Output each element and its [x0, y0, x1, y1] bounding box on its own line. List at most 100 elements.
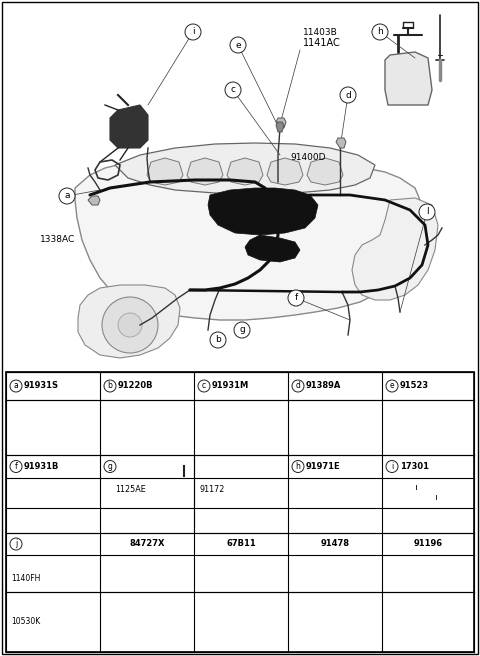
Polygon shape: [431, 499, 441, 522]
Polygon shape: [227, 158, 263, 185]
Circle shape: [198, 380, 210, 392]
Text: c: c: [230, 85, 236, 94]
Text: b: b: [215, 335, 221, 344]
Circle shape: [236, 413, 246, 422]
Polygon shape: [129, 432, 135, 445]
Text: 91389A: 91389A: [306, 382, 341, 390]
Circle shape: [331, 501, 339, 510]
Circle shape: [225, 82, 241, 98]
Circle shape: [10, 538, 22, 550]
Text: f: f: [14, 462, 17, 471]
Circle shape: [340, 87, 356, 103]
Text: e: e: [390, 382, 394, 390]
Circle shape: [141, 497, 157, 514]
Text: i: i: [391, 462, 393, 471]
Circle shape: [372, 24, 388, 40]
Text: j: j: [15, 539, 17, 548]
Text: 91971E: 91971E: [306, 462, 341, 471]
Text: 91478: 91478: [321, 539, 349, 548]
Text: 67B11: 67B11: [226, 539, 256, 548]
Circle shape: [423, 424, 433, 434]
Text: 1125AE: 1125AE: [115, 485, 146, 495]
Circle shape: [230, 37, 246, 53]
Circle shape: [386, 380, 398, 392]
Polygon shape: [429, 495, 443, 499]
Circle shape: [104, 380, 116, 392]
Text: b: b: [108, 382, 112, 390]
Text: g: g: [108, 462, 112, 471]
Circle shape: [292, 380, 304, 392]
Text: e: e: [235, 41, 241, 49]
Polygon shape: [209, 487, 224, 501]
Polygon shape: [313, 592, 357, 615]
Circle shape: [141, 588, 153, 600]
Circle shape: [438, 424, 448, 434]
Polygon shape: [149, 501, 239, 510]
Circle shape: [102, 297, 158, 353]
Polygon shape: [219, 592, 263, 615]
Circle shape: [288, 290, 304, 306]
Polygon shape: [208, 188, 318, 235]
Circle shape: [245, 598, 257, 609]
Polygon shape: [75, 155, 420, 320]
Text: 91172: 91172: [199, 485, 224, 495]
Polygon shape: [276, 122, 284, 132]
Polygon shape: [31, 588, 61, 619]
Polygon shape: [223, 407, 259, 445]
Circle shape: [179, 466, 189, 476]
Text: 84727X: 84727X: [129, 539, 165, 548]
Text: 91931M: 91931M: [212, 382, 249, 390]
Circle shape: [292, 461, 304, 472]
Polygon shape: [61, 598, 71, 604]
Circle shape: [316, 501, 324, 510]
Polygon shape: [307, 497, 363, 514]
Text: d: d: [345, 91, 351, 100]
Circle shape: [346, 501, 354, 510]
Text: 91931S: 91931S: [24, 382, 59, 390]
Circle shape: [59, 188, 75, 204]
Text: 91523: 91523: [400, 382, 429, 390]
Polygon shape: [352, 198, 438, 300]
Circle shape: [40, 604, 50, 615]
Polygon shape: [31, 438, 35, 445]
Circle shape: [66, 596, 76, 607]
Text: 1141AC: 1141AC: [303, 38, 341, 48]
Text: 1140FH: 1140FH: [11, 574, 40, 583]
Text: f: f: [294, 293, 298, 302]
Text: c: c: [202, 382, 206, 390]
Text: 91220B: 91220B: [118, 382, 154, 390]
Circle shape: [210, 332, 226, 348]
Polygon shape: [187, 158, 223, 185]
Polygon shape: [110, 105, 148, 148]
Circle shape: [10, 461, 22, 472]
Polygon shape: [33, 491, 63, 520]
Polygon shape: [135, 409, 162, 445]
Polygon shape: [307, 158, 343, 185]
Polygon shape: [147, 158, 183, 185]
Polygon shape: [184, 478, 204, 501]
Polygon shape: [78, 285, 180, 358]
Polygon shape: [35, 415, 71, 438]
Bar: [6, 372, 474, 652]
Circle shape: [185, 24, 201, 40]
Polygon shape: [125, 583, 165, 621]
Text: i: i: [192, 28, 194, 37]
Polygon shape: [245, 235, 300, 262]
Text: a: a: [64, 192, 70, 201]
Text: 17301: 17301: [400, 462, 429, 471]
Polygon shape: [400, 422, 456, 436]
Text: 10530K: 10530K: [11, 617, 40, 626]
Text: d: d: [296, 382, 300, 390]
Text: h: h: [296, 462, 300, 471]
Polygon shape: [350, 415, 363, 430]
Polygon shape: [336, 138, 346, 148]
Polygon shape: [115, 143, 375, 194]
Circle shape: [118, 313, 142, 337]
Circle shape: [10, 380, 22, 392]
Circle shape: [419, 204, 435, 220]
Text: h: h: [377, 28, 383, 37]
Polygon shape: [456, 419, 460, 436]
Text: a: a: [13, 382, 18, 390]
Circle shape: [225, 598, 237, 609]
Text: 1338AC: 1338AC: [40, 236, 75, 245]
